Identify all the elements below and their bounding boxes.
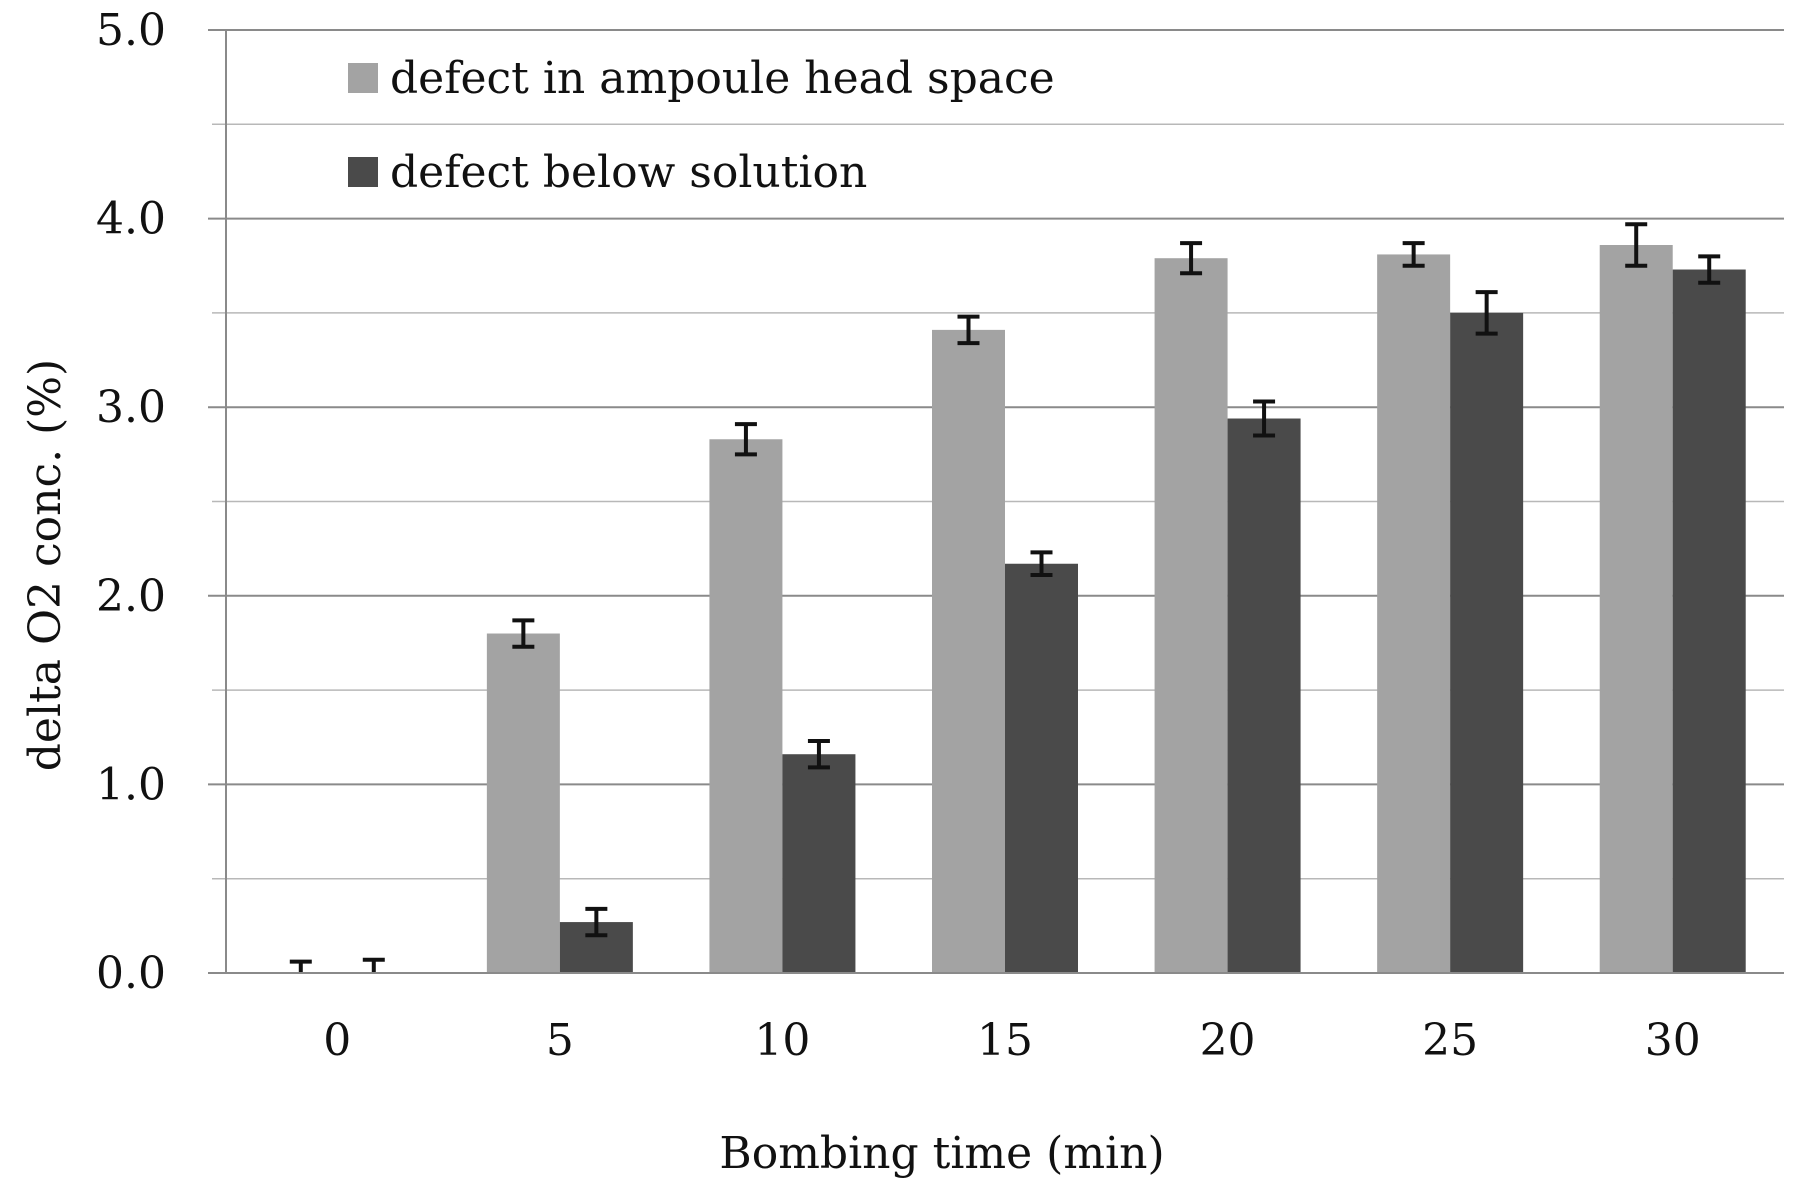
x-tick-label: 10: [754, 1015, 810, 1066]
error-bars: [289, 222, 1721, 973]
x-tick-label: 25: [1422, 1015, 1478, 1066]
y-tick-label: 4.0: [96, 194, 166, 245]
y-tick-label: 0.0: [96, 948, 166, 999]
y-tick-label: 5.0: [96, 5, 166, 56]
bar: [1599, 245, 1673, 973]
x-tick-label: 20: [1200, 1015, 1256, 1066]
y-axis-title: delta O2 conc. (%): [20, 359, 71, 771]
bar: [1450, 312, 1524, 973]
bar: [1005, 563, 1078, 973]
legend: defect in ampoule head space defect below…: [348, 53, 1055, 198]
axes: 0.0 1.0 2.0 3.0 4.0 5.0 0 5 10 15 20 25 30: [96, 5, 1784, 1066]
legend-label: defect below solution: [390, 147, 867, 198]
x-axis-title: Bombing time (min): [719, 1128, 1164, 1179]
y-tick-label: 2.0: [96, 571, 166, 622]
bar: [1377, 254, 1451, 973]
y-tick-label: 1.0: [96, 759, 166, 810]
bar: [1672, 269, 1746, 974]
legend-swatch: [348, 63, 378, 93]
x-tick-label: 15: [977, 1015, 1033, 1066]
y-tick-label: 3.0: [96, 382, 166, 433]
legend-label: defect in ampoule head space: [390, 53, 1055, 104]
bar: [782, 754, 856, 973]
x-tick-label: 30: [1645, 1015, 1701, 1066]
x-tick-label: 5: [546, 1015, 574, 1066]
bar: [486, 633, 560, 973]
legend-swatch: [348, 157, 378, 187]
bar: [932, 329, 1005, 973]
bar: [1227, 418, 1301, 973]
x-tick-label: 0: [323, 1015, 351, 1066]
bar: [709, 439, 783, 974]
bars: [486, 245, 1746, 974]
bar: [1154, 258, 1228, 973]
